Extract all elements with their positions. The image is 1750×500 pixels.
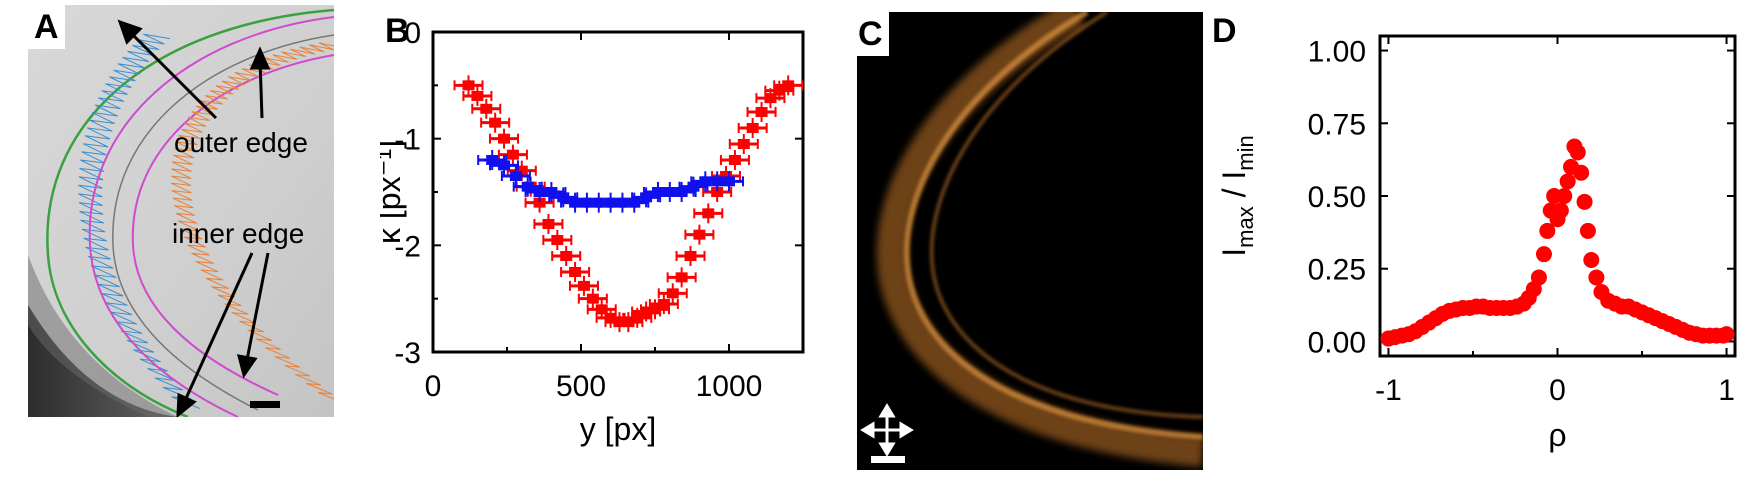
chart-b-point-red bbox=[684, 224, 715, 245]
chart-b-point-red bbox=[497, 144, 528, 165]
chart-d: -1 0 1 0.00 0.25 0.50 0.75 1.00 ρ Imax / Imin bbox=[1216, 34, 1737, 453]
chart-d-point bbox=[1576, 193, 1593, 210]
chart-b-ylabel: κ [px⁻¹] bbox=[380, 140, 407, 244]
chart-d-ytick-label: 0.50 bbox=[1308, 181, 1366, 214]
chart-b-point-blue bbox=[489, 155, 520, 176]
chart-b-point-blue bbox=[714, 171, 744, 192]
chart-b-point-red bbox=[675, 246, 706, 266]
chart-d-ylabel: Imax / Imin bbox=[1216, 135, 1258, 256]
chart-b-point-red bbox=[728, 134, 759, 154]
chart-d-xtick-label: 1 bbox=[1718, 374, 1735, 407]
chart-b-point-red bbox=[471, 98, 502, 119]
chart-b-xtick-label: 500 bbox=[556, 370, 606, 403]
annotation-outer-edge: outer edge bbox=[174, 127, 308, 158]
chart-b-point-red bbox=[533, 214, 564, 234]
chart-b-ytick-label: -1 bbox=[394, 124, 421, 157]
chart-b-point-red bbox=[719, 150, 750, 170]
chart-b-point-red bbox=[648, 294, 679, 314]
chart-d-ytick-label: 0.00 bbox=[1308, 326, 1366, 359]
chart-d-ytick-label: 1.00 bbox=[1308, 36, 1366, 69]
panel-c-image bbox=[857, 12, 1203, 470]
chart-b-point-red bbox=[480, 112, 511, 133]
chart-b-point-red bbox=[462, 86, 493, 106]
chart-d-point bbox=[1552, 202, 1569, 219]
panel-a: outer edge inner edge bbox=[28, 5, 334, 417]
chart-b-xtick-label: 1000 bbox=[696, 370, 763, 403]
chart-b-ytick-label: 0 bbox=[404, 17, 421, 50]
chart-b-point-red bbox=[560, 262, 591, 282]
chart-d-point bbox=[1583, 252, 1600, 268]
chart-d-point bbox=[1573, 164, 1590, 181]
chart-d-xtick-label: -1 bbox=[1375, 374, 1402, 407]
chart-b-point-red bbox=[489, 128, 520, 149]
chart-b-ytick-label: -3 bbox=[394, 337, 421, 370]
chart-b-point-red bbox=[773, 75, 804, 96]
chart-b-ytick-label: -2 bbox=[394, 230, 421, 263]
chart-d-point bbox=[1556, 188, 1573, 204]
chart-b: 0 500 1000 0 -1 -2 -3 y [px] κ [px⁻¹] bbox=[380, 17, 805, 447]
panel-a-image: outer edge inner edge bbox=[28, 5, 334, 417]
chart-b-point-red bbox=[657, 283, 688, 304]
chart-b-point-red bbox=[577, 288, 608, 309]
chart-b-point-red bbox=[568, 275, 599, 296]
chart-b-point-red bbox=[693, 203, 724, 224]
chart-b-frame bbox=[431, 30, 805, 354]
chart-d-point bbox=[1569, 144, 1586, 161]
panel-letter-b: B bbox=[385, 12, 410, 50]
chart-d-ytick-label: 0.75 bbox=[1308, 108, 1366, 141]
panel-letter-d: D bbox=[1212, 12, 1237, 50]
chart-b-point-red bbox=[551, 246, 582, 266]
chart-d-point bbox=[1559, 173, 1576, 190]
panel-c bbox=[857, 12, 1203, 470]
panel-letter-a: A bbox=[28, 5, 65, 49]
panel-letter-c: C bbox=[852, 12, 889, 56]
chart-d-xtick-label: 0 bbox=[1549, 374, 1566, 407]
chart-b-point-red bbox=[746, 102, 777, 122]
chart-b-point-red bbox=[453, 75, 484, 96]
annotation-inner-edge: inner edge bbox=[172, 218, 304, 249]
chart-b-point-red bbox=[542, 230, 573, 250]
chart-d-ytick-label: 0.25 bbox=[1308, 254, 1366, 287]
chart-b-xlabel: y [px] bbox=[580, 411, 656, 447]
chart-d-point bbox=[1535, 246, 1552, 263]
chart-d-point bbox=[1588, 269, 1605, 286]
chart-b-xtick-label: 0 bbox=[425, 370, 442, 403]
chart-d-point bbox=[1718, 326, 1735, 343]
chart-b-point-red bbox=[666, 267, 697, 288]
chart-d-xlabel: ρ bbox=[1548, 417, 1566, 453]
chart-b-point-red bbox=[737, 118, 768, 138]
chart-b-point-blue bbox=[500, 166, 531, 186]
chart-d-point bbox=[1579, 222, 1596, 239]
chart-d-point bbox=[1539, 222, 1556, 239]
chart-d-point bbox=[1530, 269, 1547, 286]
